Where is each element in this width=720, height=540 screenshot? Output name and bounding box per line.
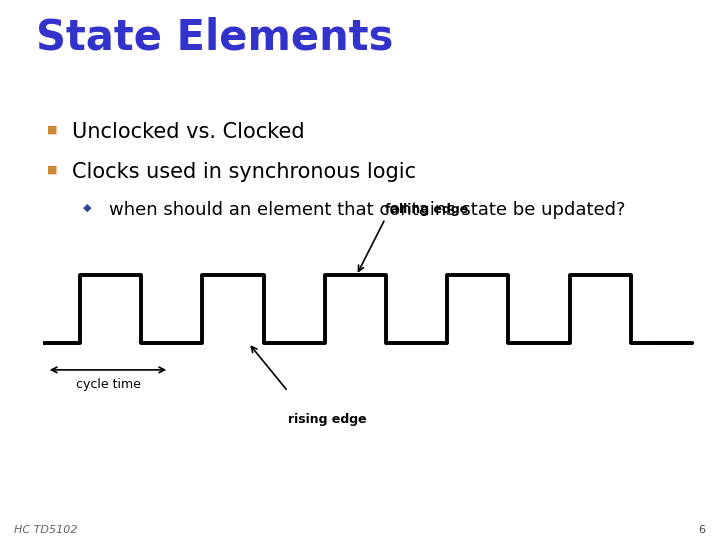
Text: rising edge: rising edge	[288, 413, 366, 426]
Text: Unclocked vs. Clocked: Unclocked vs. Clocked	[72, 122, 305, 141]
Text: ■: ■	[47, 124, 58, 134]
Text: falling edge: falling edge	[385, 203, 469, 216]
Text: cycle time: cycle time	[76, 378, 140, 391]
Text: Clocks used in synchronous logic: Clocks used in synchronous logic	[72, 162, 416, 182]
Text: when should an element that contains state be updated?: when should an element that contains sta…	[109, 201, 626, 219]
Text: State Elements: State Elements	[36, 16, 393, 58]
Text: 6: 6	[698, 524, 706, 535]
Text: ◆: ◆	[83, 202, 91, 213]
Text: HC TD5102: HC TD5102	[14, 524, 78, 535]
Text: ■: ■	[47, 165, 58, 175]
